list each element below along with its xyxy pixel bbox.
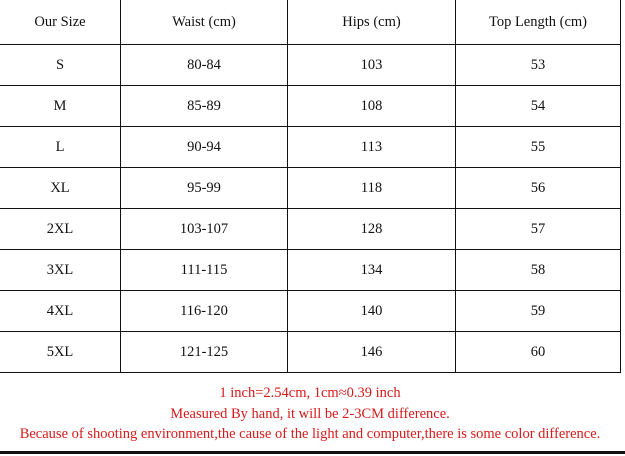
cell-size: 4XL	[0, 290, 121, 332]
cell-hips: 140	[287, 290, 456, 332]
bottom-divider	[0, 451, 625, 454]
cell-top-length: 54	[455, 85, 621, 127]
cell-hips: 134	[287, 249, 456, 291]
header-waist: Waist (cm)	[120, 0, 288, 45]
notes: 1 inch=2.54cm, 1cm≈0.39 inch Measured By…	[0, 383, 620, 445]
cell-hips: 108	[287, 85, 456, 127]
cell-top-length: 57	[455, 208, 621, 250]
table-header-row: Our Size Waist (cm) Hips (cm) Top Length…	[0, 0, 621, 45]
cell-size: M	[0, 85, 121, 127]
table-row: XL 95-99 118 56	[0, 167, 621, 209]
cell-waist: 121-125	[120, 331, 288, 373]
cell-waist: 80-84	[120, 44, 288, 86]
table-row: 3XL 111-115 134 58	[0, 249, 621, 291]
table-row: L 90-94 113 55	[0, 126, 621, 168]
cell-top-length: 56	[455, 167, 621, 209]
cell-waist: 103-107	[120, 208, 288, 250]
header-size: Our Size	[0, 0, 121, 45]
note-color: Because of shooting environment,the caus…	[19, 426, 601, 442]
cell-waist: 85-89	[120, 85, 288, 127]
cell-size: L	[0, 126, 121, 168]
table-row: 2XL 103-107 128 57	[0, 208, 621, 250]
cell-top-length: 53	[455, 44, 621, 86]
cell-hips: 118	[287, 167, 456, 209]
table-row: S 80-84 103 53	[0, 44, 621, 86]
cell-top-length: 55	[455, 126, 621, 168]
header-hips: Hips (cm)	[287, 0, 456, 45]
cell-size: 3XL	[0, 249, 121, 291]
cell-hips: 146	[287, 331, 456, 373]
table-row: 4XL 116-120 140 59	[0, 290, 621, 332]
note-measurement: Measured By hand, it will be 2-3CM diffe…	[170, 405, 450, 422]
cell-waist: 111-115	[120, 249, 288, 291]
cell-hips: 128	[287, 208, 456, 250]
cell-top-length: 58	[455, 249, 621, 291]
cell-size: 5XL	[0, 331, 121, 373]
header-top-length: Top Length (cm)	[455, 0, 621, 45]
cell-waist: 90-94	[120, 126, 288, 168]
cell-hips: 113	[287, 126, 456, 168]
cell-top-length: 59	[455, 290, 621, 332]
cell-hips: 103	[287, 44, 456, 86]
cell-top-length: 60	[455, 331, 621, 373]
cell-size: 2XL	[0, 208, 121, 250]
cell-size: S	[0, 44, 121, 86]
table-row: 5XL 121-125 146 60	[0, 331, 621, 373]
cell-size: XL	[0, 167, 121, 209]
cell-waist: 95-99	[120, 167, 288, 209]
table-row: M 85-89 108 54	[0, 85, 621, 127]
note-conversion: 1 inch=2.54cm, 1cm≈0.39 inch	[219, 385, 401, 401]
size-chart-table: Our Size Waist (cm) Hips (cm) Top Length…	[0, 0, 621, 373]
cell-waist: 116-120	[120, 290, 288, 332]
